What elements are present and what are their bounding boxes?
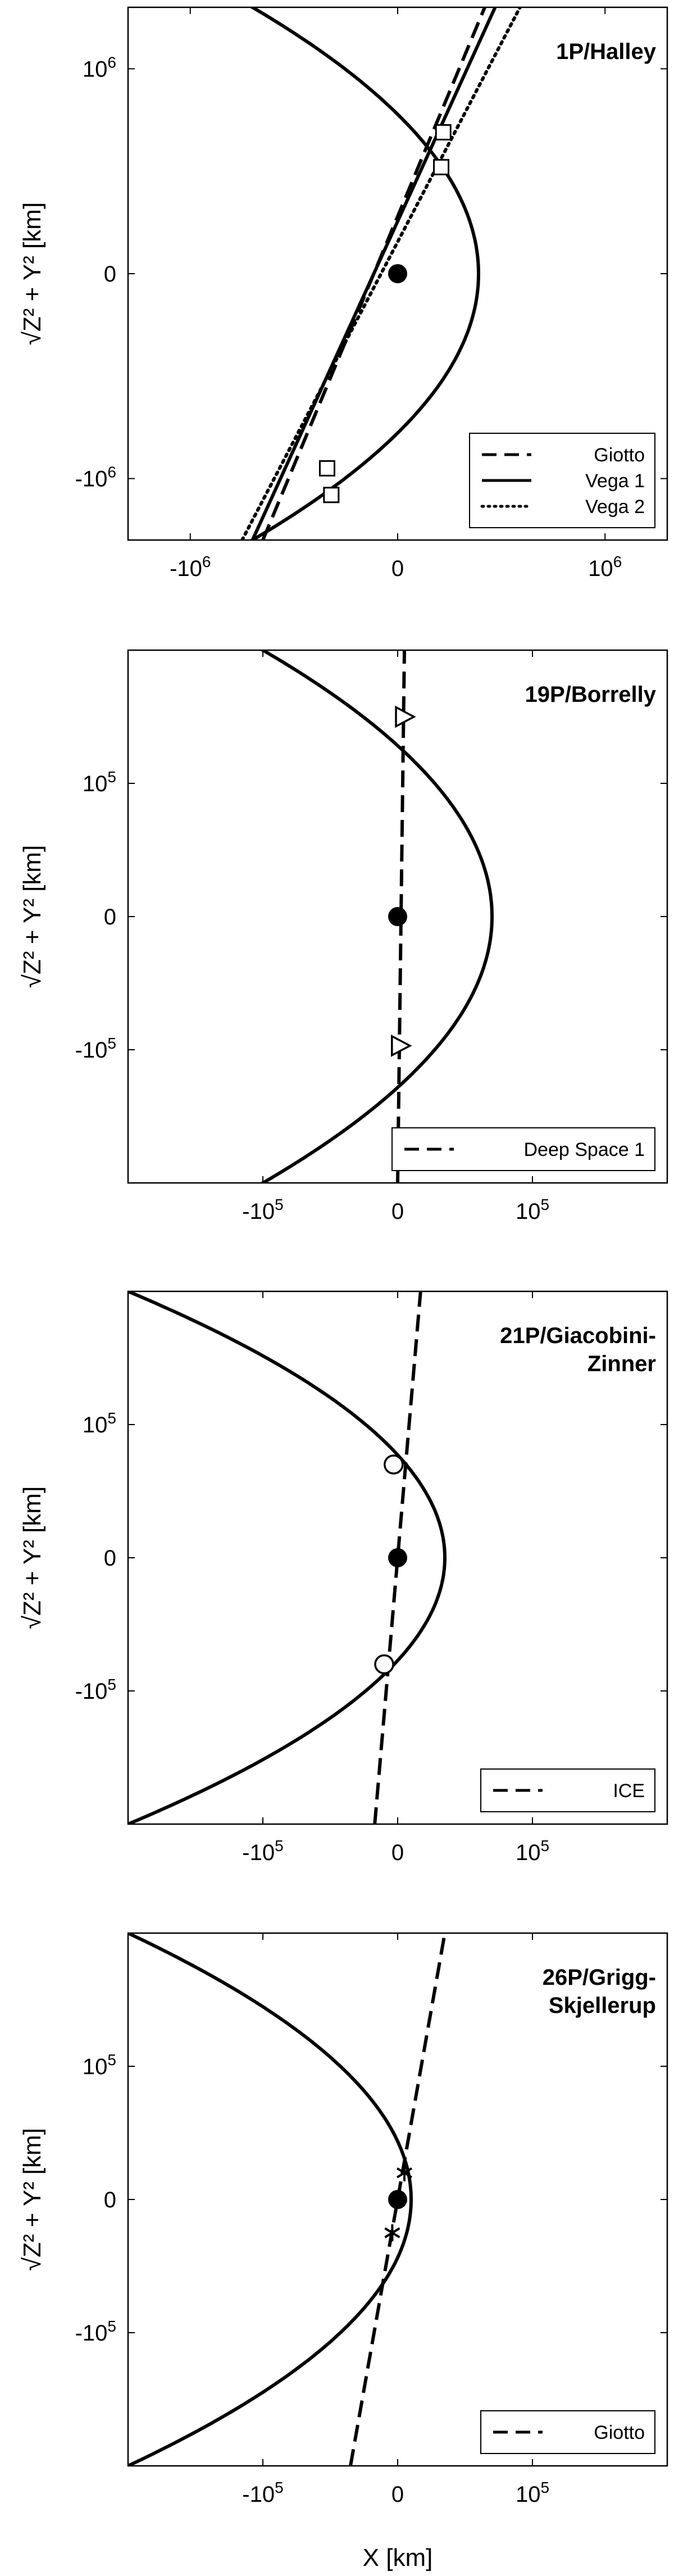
trajectory-vega-1 <box>251 7 497 540</box>
square-marker <box>323 487 340 504</box>
y-tick-label: -106 <box>75 464 116 492</box>
x-tick-label: 0 <box>391 1840 404 1865</box>
legend-label: Vega 1 <box>585 470 645 492</box>
legend: ICE <box>480 1768 655 1812</box>
panel-title: 21P/Giacobini- <box>500 1323 656 1348</box>
y-tick-label: -105 <box>75 1676 116 1704</box>
x-tick-label: 106 <box>588 553 622 581</box>
square-marker <box>435 124 452 140</box>
nucleus-marker <box>388 1548 407 1567</box>
x-tick-label: 105 <box>516 2479 549 2507</box>
square-marker <box>433 158 450 175</box>
x-tick-label: 0 <box>391 556 404 581</box>
legend-label: Vega 2 <box>585 496 645 518</box>
chart-panel-4: -105 0 105 105 0 -105 √Z² + Y² [km] 26P/Grigg- S… <box>19 1932 668 2507</box>
y-axis-label: √Z² + Y² [km] <box>19 2128 46 2271</box>
trajectory-giotto <box>349 1933 447 2466</box>
comet-orbit <box>128 1933 413 2466</box>
legend-label: Giotto <box>594 2422 645 2443</box>
triangle-marker <box>395 705 416 728</box>
nucleus-marker <box>388 2190 407 2209</box>
y-tick-label: -105 <box>75 2318 116 2346</box>
square-marker <box>318 460 335 477</box>
nucleus-marker <box>388 264 407 283</box>
y-tick-label: 106 <box>83 53 116 81</box>
x-tick-label: 0 <box>391 1199 404 1224</box>
comet-orbit <box>249 7 481 540</box>
y-tick-label: 0 <box>104 2188 116 2212</box>
legend-box <box>480 1768 655 1812</box>
legend: Giotto Vega 1 Vega 2 <box>469 433 655 528</box>
trajectory-vega-2 <box>240 7 522 540</box>
chart-panel-2: -105 0 105 105 0 -105 √Z² + Y² [km] 19P/Borrell… <box>19 649 668 1224</box>
legend-label: Giotto <box>594 445 645 466</box>
circle-marker <box>374 1654 394 1675</box>
x-tick-label: 105 <box>516 1196 549 1224</box>
y-tick-label: 105 <box>83 2051 116 2079</box>
y-tick-label: 105 <box>83 768 116 796</box>
asterisk-marker <box>396 2164 413 2182</box>
legend: Deep Space 1 <box>391 1127 655 1171</box>
legend: Giotto <box>480 2410 655 2454</box>
y-tick-label: 0 <box>104 905 116 929</box>
nucleus-marker <box>388 907 407 926</box>
chart-panel-1: -106 0 106 106 0 -106 √Z² + Y² [km] 1P/Halley Gi… <box>19 6 668 581</box>
y-axis-label: √Z² + Y² [km] <box>19 845 46 988</box>
y-axis-label: √Z² + Y² [km] <box>19 202 46 345</box>
triangle-marker <box>391 1034 412 1057</box>
trajectory-deep-space-1 <box>396 650 406 1183</box>
trajectory-ice <box>373 1291 422 1824</box>
legend-label: Deep Space 1 <box>524 1139 645 1160</box>
y-tick-label: 0 <box>104 1546 116 1571</box>
x-tick-label: -105 <box>242 1837 283 1865</box>
plot-area <box>259 650 494 1183</box>
chart-panel-3: -105 0 105 105 0 -105 √Z² + Y² [km] 21P/Giacobi… <box>19 1290 668 1865</box>
x-tick-label: 105 <box>516 1837 549 1865</box>
comet-orbit <box>259 650 494 1183</box>
comet-orbit <box>128 1291 447 1824</box>
legend-box <box>480 2410 655 2454</box>
plot-area <box>128 1291 447 1824</box>
legend-label: ICE <box>613 1780 645 1802</box>
circle-marker <box>384 1454 404 1475</box>
y-axis-label: √Z² + Y² [km] <box>19 1486 46 1629</box>
y-tick-label: 105 <box>83 1409 116 1437</box>
panel-title: Skjellerup <box>549 1993 656 2018</box>
x-tick-label: 0 <box>391 2482 404 2507</box>
x-axis-label: X [km] <box>363 2544 433 2572</box>
asterisk-marker <box>384 2224 400 2242</box>
panel-title: 1P/Halley <box>556 39 657 64</box>
panel-title: Zinner <box>588 1352 656 1376</box>
x-tick-label: -105 <box>242 2479 283 2507</box>
y-tick-label: -105 <box>75 1035 116 1063</box>
x-tick-label: -106 <box>170 553 211 581</box>
x-tick-label: -105 <box>242 1196 283 1224</box>
y-tick-label: 0 <box>104 262 116 287</box>
panel-title: 19P/Borrelly <box>525 682 657 707</box>
plot-area <box>240 7 522 540</box>
plot-area <box>128 1933 447 2466</box>
panel-title: 26P/Grigg- <box>543 1965 656 1990</box>
